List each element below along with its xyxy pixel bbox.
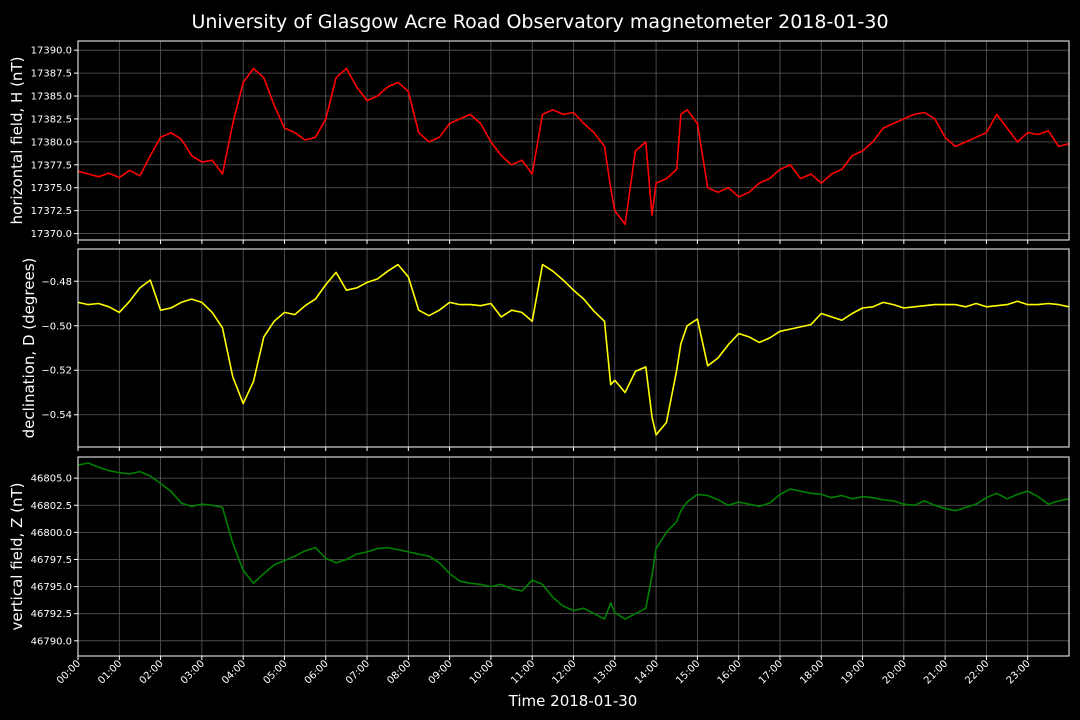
series-line-z — [77, 462, 1070, 620]
figure-title: University of Glasgow Acre Road Observat… — [191, 11, 888, 33]
y-tick-label: 17390.0 — [31, 46, 72, 57]
y-tick-label: −0.52 — [41, 366, 72, 377]
y-tick-label: −0.50 — [41, 321, 72, 332]
y-tick-label: 17382.5 — [31, 114, 72, 125]
y-axis-label-z: vertical field, Z (nT) — [8, 482, 26, 630]
y-tick-label: 17385.0 — [31, 92, 72, 103]
y-tick-label: 46805.0 — [31, 474, 72, 485]
y-tick-label: 46802.5 — [31, 501, 72, 512]
series-line-h — [77, 67, 1070, 226]
y-tick-label: 17372.5 — [31, 206, 72, 217]
plot-frame — [77, 456, 1070, 657]
y-tick-label: 17375.0 — [31, 183, 72, 194]
y-tick-label: −0.54 — [41, 410, 72, 421]
panel-horizontal: 17370.0 17372.5 17375.0 17377.5 17380.0 17382… — [8, 40, 1070, 244]
series-line-d — [77, 263, 1070, 436]
y-tick-label: 46792.5 — [31, 609, 72, 620]
y-tick-label: −0.48 — [41, 277, 72, 288]
plot-frame — [77, 40, 1070, 241]
y-tick-label: 17377.5 — [31, 160, 72, 171]
y-tick-label: 46800.0 — [31, 528, 72, 539]
y-axis-label-h: horizontal field, H (nT) — [8, 57, 26, 225]
y-tick-label: 46795.0 — [31, 582, 72, 593]
y-tick-label: 17370.0 — [31, 229, 72, 240]
y-axis-label-d: declination, D (degrees) — [20, 258, 38, 439]
y-tick-label: 17380.0 — [31, 137, 72, 148]
y-tick-label: 46790.0 — [31, 636, 72, 647]
x-axis-label: Time 2018-01-30 — [508, 692, 638, 710]
plot-frame — [77, 248, 1070, 448]
y-tick-label: 17387.5 — [31, 69, 72, 80]
y-tick-label: 46797.5 — [31, 555, 72, 566]
